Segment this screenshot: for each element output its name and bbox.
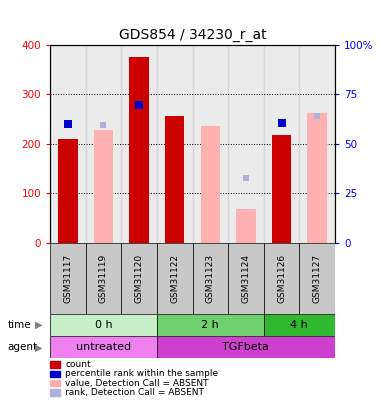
Bar: [264, 45, 300, 243]
Bar: [264, 314, 335, 336]
Text: 4 h: 4 h: [290, 320, 308, 330]
Bar: [157, 45, 192, 243]
Bar: [50, 314, 157, 336]
Text: percentile rank within the sample: percentile rank within the sample: [65, 369, 219, 378]
Bar: [58, 139, 78, 243]
Text: GSM31119: GSM31119: [99, 254, 108, 303]
Bar: [192, 45, 228, 243]
Text: GSM31120: GSM31120: [135, 254, 144, 303]
Bar: [165, 117, 184, 243]
Text: 2 h: 2 h: [201, 320, 219, 330]
Bar: [300, 243, 335, 314]
Bar: [192, 243, 228, 314]
Bar: [165, 117, 184, 243]
Title: GDS854 / 34230_r_at: GDS854 / 34230_r_at: [119, 28, 266, 42]
Bar: [50, 243, 85, 314]
Bar: [201, 126, 220, 243]
Bar: [121, 45, 157, 243]
Text: GSM31126: GSM31126: [277, 254, 286, 303]
Text: agent: agent: [8, 342, 38, 352]
Bar: [228, 45, 264, 243]
Text: time: time: [8, 320, 31, 330]
Text: value, Detection Call = ABSENT: value, Detection Call = ABSENT: [65, 379, 209, 388]
Bar: [50, 45, 85, 243]
Text: count: count: [65, 360, 91, 369]
Bar: [50, 336, 157, 358]
Text: rank, Detection Call = ABSENT: rank, Detection Call = ABSENT: [65, 388, 204, 397]
Bar: [272, 135, 291, 243]
Text: GSM31117: GSM31117: [64, 254, 72, 303]
Bar: [157, 336, 335, 358]
Text: 0 h: 0 h: [95, 320, 112, 330]
Bar: [94, 130, 113, 243]
Bar: [300, 45, 335, 243]
Text: GSM31122: GSM31122: [170, 254, 179, 303]
Bar: [228, 243, 264, 314]
Bar: [85, 45, 121, 243]
Text: ▶: ▶: [35, 320, 42, 330]
Bar: [264, 243, 300, 314]
Bar: [121, 243, 157, 314]
Text: GSM31123: GSM31123: [206, 254, 215, 303]
Text: GSM31127: GSM31127: [313, 254, 321, 303]
Bar: [157, 243, 192, 314]
Text: ▶: ▶: [35, 342, 42, 352]
Bar: [129, 57, 149, 243]
Bar: [85, 243, 121, 314]
Text: GSM31124: GSM31124: [241, 254, 250, 303]
Text: untreated: untreated: [76, 342, 131, 352]
Bar: [307, 113, 327, 243]
Bar: [236, 209, 256, 243]
Text: TGFbeta: TGFbeta: [223, 342, 270, 352]
Bar: [157, 314, 264, 336]
